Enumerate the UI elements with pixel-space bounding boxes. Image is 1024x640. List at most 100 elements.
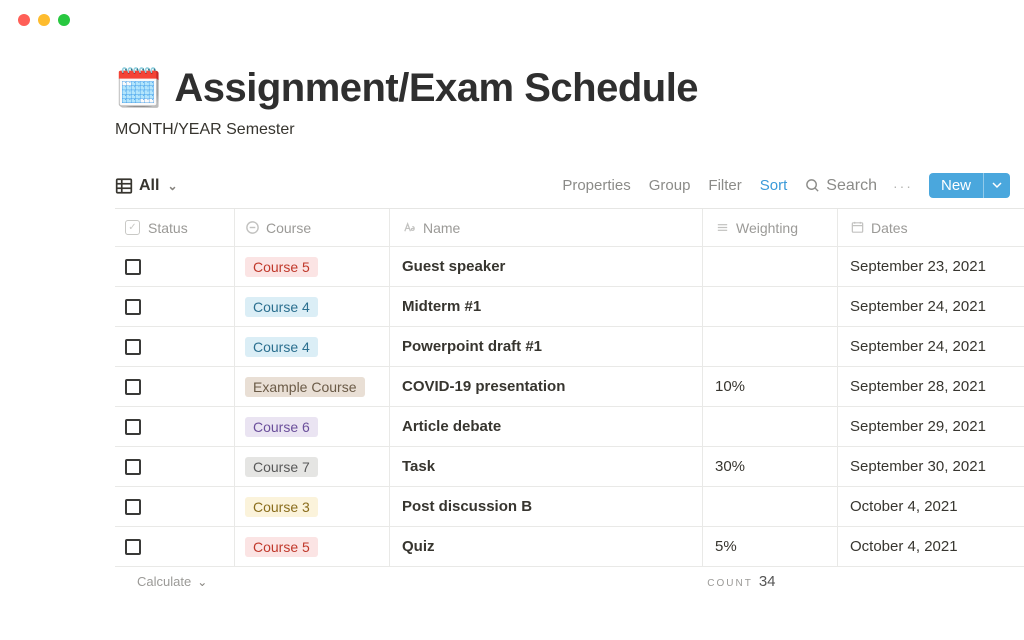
status-checkbox[interactable] xyxy=(125,379,141,395)
count-value: 34 xyxy=(759,573,776,590)
close-window-dot[interactable] xyxy=(18,14,30,26)
status-cell xyxy=(115,287,235,326)
chevron-down-icon: ⌄ xyxy=(197,575,207,589)
page-title: Assignment/Exam Schedule xyxy=(174,66,698,111)
table-row[interactable]: Course 3 Post discussion B October 4, 2021 xyxy=(115,487,1024,527)
checkbox-header-icon xyxy=(125,220,140,235)
calendar-icon xyxy=(850,220,865,235)
name-cell[interactable]: Task xyxy=(390,447,703,486)
more-button[interactable]: ··· xyxy=(893,178,913,194)
course-tag[interactable]: Example Course xyxy=(245,377,365,397)
search-button[interactable]: Search xyxy=(805,177,877,195)
status-checkbox[interactable] xyxy=(125,259,141,275)
dates-header-label: Dates xyxy=(871,220,908,236)
weighting-cell xyxy=(703,407,838,446)
assignments-table: Status Course Name Weighting Dates Cours… xyxy=(115,208,1024,567)
search-label: Search xyxy=(826,177,877,195)
sort-button[interactable]: Sort xyxy=(760,177,788,194)
name-header-label: Name xyxy=(423,220,460,236)
course-tag[interactable]: Course 5 xyxy=(245,257,318,277)
dates-cell: October 4, 2021 xyxy=(838,487,1024,526)
course-header-label: Course xyxy=(266,220,311,236)
calculate-button[interactable]: Calculate ⌄ xyxy=(137,574,207,589)
weighting-header-label: Weighting xyxy=(736,220,798,236)
table-row[interactable]: Course 5 Guest speaker September 23, 2021 xyxy=(115,247,1024,287)
dates-cell: September 24, 2021 xyxy=(838,287,1024,326)
table-row[interactable]: Course 6Article debateSeptember 29, 2021 xyxy=(115,407,1024,447)
status-checkbox[interactable] xyxy=(125,299,141,315)
page-subtitle: MONTH/YEAR Semester xyxy=(115,121,1024,139)
course-tag[interactable]: Course 5 xyxy=(245,537,318,557)
status-cell xyxy=(115,407,235,446)
weighting-cell: 30% xyxy=(703,447,838,486)
table-view-icon xyxy=(115,177,133,195)
weighting-cell: 10% xyxy=(703,367,838,406)
name-cell[interactable]: Guest speaker xyxy=(390,247,703,286)
tag-icon xyxy=(245,220,260,235)
column-header-weighting[interactable]: Weighting xyxy=(703,209,838,246)
status-checkbox[interactable] xyxy=(125,539,141,555)
course-tag[interactable]: Course 4 xyxy=(245,297,318,317)
column-header-name[interactable]: Name xyxy=(390,209,703,246)
chevron-down-icon: ⌄ xyxy=(167,179,177,193)
page-emoji-icon: 🗓️ xyxy=(115,70,162,108)
course-tag[interactable]: Course 4 xyxy=(245,337,318,357)
weighting-cell xyxy=(703,327,838,366)
table-row[interactable]: Course 4 Powerpoint draft #1 September 24,… xyxy=(115,327,1024,367)
status-checkbox[interactable] xyxy=(125,459,141,475)
course-cell: Course 4 xyxy=(235,287,390,326)
course-cell: Course 5 xyxy=(235,527,390,566)
course-tag[interactable]: Course 6 xyxy=(245,417,318,437)
dates-cell: September 28, 2021 xyxy=(838,367,1024,406)
weighting-cell: 5% xyxy=(703,527,838,566)
name-cell[interactable]: Quiz xyxy=(390,527,703,566)
table-header-row: Status Course Name Weighting Dates xyxy=(115,209,1024,247)
name-cell[interactable]: COVID-19 presentation xyxy=(390,367,703,406)
dates-cell: September 24, 2021 xyxy=(838,327,1024,366)
new-button[interactable]: New xyxy=(929,173,1010,198)
course-cell: Example Course xyxy=(235,367,390,406)
status-checkbox[interactable] xyxy=(125,499,141,515)
table-row[interactable]: Example Course COVID-19 presentation10%Se… xyxy=(115,367,1024,407)
weighting-cell xyxy=(703,287,838,326)
view-selector[interactable]: All ⌄ xyxy=(115,177,178,195)
window-controls xyxy=(0,0,1024,26)
table-row[interactable]: Course 4 Midterm #1 September 24, 2021 xyxy=(115,287,1024,327)
table-row[interactable]: Course 7Task30%September 30, 2021 xyxy=(115,447,1024,487)
filter-button[interactable]: Filter xyxy=(708,177,741,194)
name-cell[interactable]: Post discussion B xyxy=(390,487,703,526)
maximize-window-dot[interactable] xyxy=(58,14,70,26)
column-header-course[interactable]: Course xyxy=(235,209,390,246)
new-button-dropdown[interactable] xyxy=(983,173,1010,198)
course-cell: Course 4 xyxy=(235,327,390,366)
group-button[interactable]: Group xyxy=(649,177,691,194)
status-cell xyxy=(115,447,235,486)
status-cell xyxy=(115,327,235,366)
text-icon xyxy=(402,220,417,235)
status-cell xyxy=(115,487,235,526)
status-checkbox[interactable] xyxy=(125,339,141,355)
column-header-dates[interactable]: Dates xyxy=(838,209,1024,246)
minimize-window-dot[interactable] xyxy=(38,14,50,26)
name-cell[interactable]: Powerpoint draft #1 xyxy=(390,327,703,366)
search-icon xyxy=(805,178,820,193)
name-cell[interactable]: Article debate xyxy=(390,407,703,446)
course-tag[interactable]: Course 7 xyxy=(245,457,318,477)
status-checkbox[interactable] xyxy=(125,419,141,435)
dates-cell: September 23, 2021 xyxy=(838,247,1024,286)
view-label: All xyxy=(139,177,159,195)
database-toolbar: All ⌄ Properties Group Filter Sort Searc… xyxy=(115,173,1010,208)
course-cell: Course 6 xyxy=(235,407,390,446)
table-row[interactable]: Course 5Quiz5%October 4, 2021 xyxy=(115,527,1024,567)
status-header-label: Status xyxy=(148,220,188,236)
chevron-down-icon xyxy=(992,180,1002,190)
properties-button[interactable]: Properties xyxy=(562,177,630,194)
count-label: COUNT xyxy=(707,578,753,589)
new-button-label: New xyxy=(929,173,983,198)
column-header-status[interactable]: Status xyxy=(115,209,235,246)
calculate-label: Calculate xyxy=(137,574,191,589)
course-cell: Course 7 xyxy=(235,447,390,486)
name-cell[interactable]: Midterm #1 xyxy=(390,287,703,326)
number-icon xyxy=(715,220,730,235)
course-tag[interactable]: Course 3 xyxy=(245,497,318,517)
